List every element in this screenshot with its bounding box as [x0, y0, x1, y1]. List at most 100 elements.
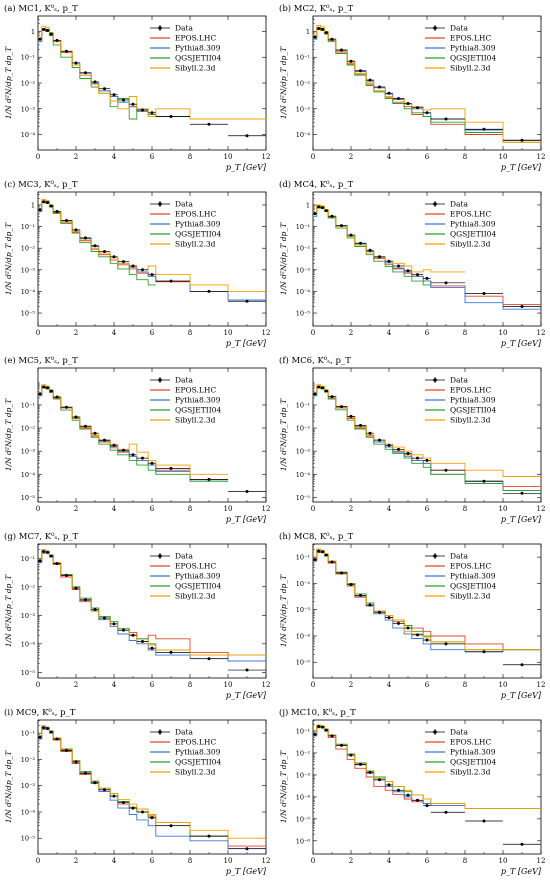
legend-label: Data [450, 376, 468, 385]
series-line-qgsjetii04 [313, 386, 541, 491]
data-point [55, 562, 59, 566]
data-point [330, 560, 334, 564]
data-point [122, 800, 125, 804]
x-tick-label: 8 [188, 153, 192, 161]
legend-label: Sibyll.2.3d [450, 592, 491, 601]
data-point [84, 771, 87, 775]
x-axis-label: p_T [GeV] [226, 867, 267, 876]
x-tick-label: 12 [262, 857, 271, 865]
legend-marker-data [158, 202, 162, 206]
data-point [55, 209, 59, 213]
x-tick-label: 8 [463, 153, 467, 161]
legend-label: Data [175, 552, 193, 561]
x-axis-label: p_T [GeV] [226, 515, 267, 524]
x-tick-label: 6 [425, 505, 430, 513]
y-tick-label: 10⁻³ [296, 266, 311, 274]
y-tick-label: 10⁻² [21, 425, 36, 433]
chart-svg: (a) MC1, K⁰ₛ, p_T 0 2 4 6 8 10 12 10⁻⁴ 10⁻³ 10⁻² 10… [4, 3, 270, 172]
legend-label: QGSJETII04 [450, 230, 496, 239]
data-point [444, 117, 448, 121]
y-tick-label: 10⁻⁵ [296, 659, 311, 667]
series-line-sibyll-2-3d [313, 724, 541, 809]
x-tick-label: 2 [349, 505, 353, 513]
series-line-epos-lhc [38, 726, 266, 847]
data-point [425, 804, 429, 808]
y-axis-label: 1/N d²N/dp_T dp_T [279, 750, 288, 823]
data-point [444, 468, 448, 472]
x-tick-label: 12 [537, 329, 546, 337]
data-point [150, 273, 154, 277]
series-line-epos-lhc [313, 27, 541, 141]
legend-label: EPOS.LHC [450, 386, 491, 395]
legend-label: QGSJETII04 [450, 54, 496, 63]
plot-frame [312, 367, 542, 503]
series-line-epos-lhc [313, 205, 541, 305]
data-point [349, 59, 353, 63]
data-point [122, 448, 125, 452]
x-axis-label: p_T [GeV] [501, 163, 542, 172]
legend-label: Pythia8.309 [175, 748, 221, 757]
x-tick-label: 6 [425, 153, 430, 161]
x-tick-label: 10 [499, 505, 508, 513]
data-point [46, 201, 49, 205]
y-tick-label: 10⁻⁵ [21, 310, 36, 318]
data-point [313, 392, 317, 396]
chart-svg: (b) MC2, K⁰ₛ, p_T 0 2 4 6 8 10 12 10⁻⁴ 10⁻³ 10⁻² 10… [279, 3, 545, 172]
data-point [359, 423, 362, 427]
legend-label: EPOS.LHC [175, 386, 216, 395]
data-point [321, 206, 324, 210]
y-tick-label: 10⁻³ [296, 448, 311, 456]
y-tick-label: 10⁻² [21, 80, 36, 88]
x-tick-label: 6 [150, 329, 155, 337]
x-tick-label: 2 [349, 153, 353, 161]
x-tick-label: 8 [188, 329, 192, 337]
legend-label: Sibyll.2.3d [450, 240, 491, 249]
data-point [416, 456, 419, 460]
plot-frame [37, 367, 267, 503]
data-point [378, 255, 381, 259]
data-point [112, 255, 116, 259]
series-line-pythia8-309 [38, 202, 266, 301]
chart-svg: (h) MC8, K⁰ₛ, p_T 0 2 4 6 8 10 12 10⁻⁵ 10⁻⁴ 10⁻³ 10… [279, 531, 545, 700]
legend-label: Sibyll.2.3d [450, 64, 491, 73]
data-point [169, 115, 173, 119]
chart-title: (d) MC4, K⁰ₛ, p_T [279, 179, 354, 190]
series-line-qgsjetii04 [38, 386, 228, 482]
data-point [169, 466, 173, 470]
legend-label: Pythia8.309 [450, 572, 496, 581]
data-point [378, 778, 381, 782]
chart-svg: (f) MC6, K⁰ₛ, p_T 0 2 4 6 8 10 12 10⁻⁵ 10⁻⁴ 10⁻³ 10… [279, 355, 545, 524]
data-point [141, 810, 144, 814]
x-tick-label: 10 [224, 857, 233, 865]
data-point [368, 248, 372, 252]
chart-title: (j) MC10, K⁰ₛ, p_T [279, 707, 356, 718]
data-point [169, 824, 173, 828]
legend-label: Pythia8.309 [450, 44, 496, 53]
data-point [397, 264, 400, 268]
x-tick-label: 2 [349, 329, 353, 337]
y-tick-label: 10⁻⁴ [296, 793, 311, 801]
data-point [378, 438, 381, 442]
plot-frame [312, 543, 542, 679]
y-tick-label: 10⁻⁵ [21, 835, 36, 843]
data-point [397, 97, 400, 101]
y-axis-label: 1/N d²N/dp_T dp_T [4, 46, 13, 119]
chart-title: (b) MC2, K⁰ₛ, p_T [279, 3, 354, 14]
series-line-pythia8-309 [313, 207, 541, 310]
chart-panel: (e) MC5, K⁰ₛ, p_T 0 2 4 6 8 10 12 10⁻⁵ 10⁻⁴ 10⁻³ 10… [0, 352, 275, 528]
data-point [150, 816, 154, 820]
data-point [65, 748, 68, 752]
data-point [55, 38, 59, 42]
y-tick-label: 10⁻⁵ [296, 494, 311, 502]
y-tick-label: 10⁻³ [21, 782, 36, 790]
y-tick-label: 10⁻⁴ [21, 471, 36, 479]
data-point [42, 550, 46, 554]
y-tick-label: 10⁻² [296, 580, 311, 588]
x-tick-label: 4 [112, 329, 117, 337]
x-tick-label: 12 [262, 329, 271, 337]
data-point [397, 621, 400, 625]
data-point [324, 728, 328, 732]
y-axis-label: 1/N d²N/dp_T dp_T [279, 222, 288, 295]
x-tick-label: 2 [74, 505, 78, 513]
